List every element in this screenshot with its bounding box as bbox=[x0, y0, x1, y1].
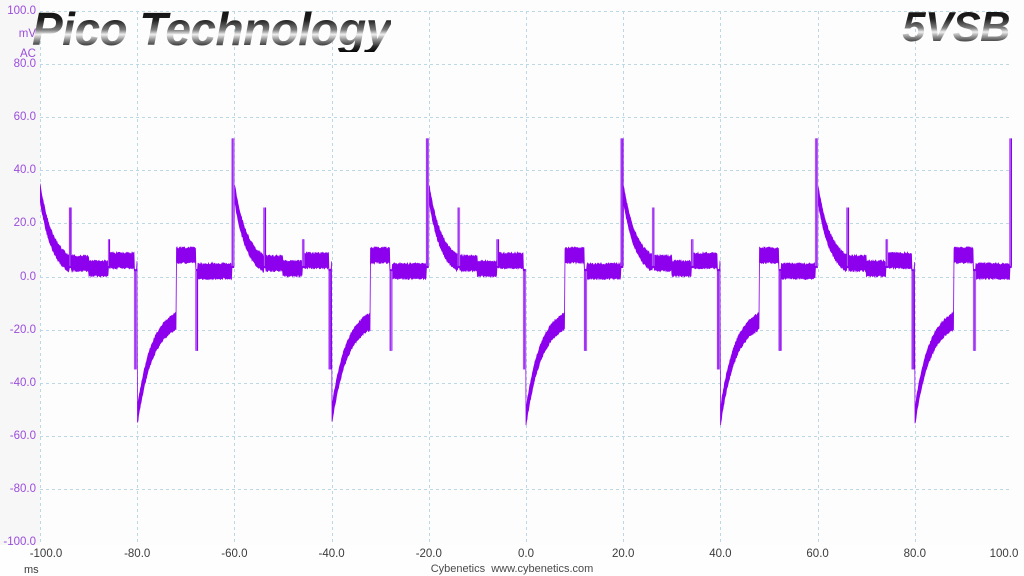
y-tick-3: 40.0 bbox=[13, 164, 36, 177]
y-tick-1: 80.0 bbox=[13, 58, 36, 71]
rail-label-5vsb: 5VSB bbox=[902, 3, 1010, 50]
y-tick-2: 60.0 bbox=[13, 111, 36, 124]
x-tick-1: -80.0 bbox=[124, 548, 151, 560]
x-tick-5: 0.0 bbox=[518, 548, 534, 560]
x-tick-2: -60.0 bbox=[221, 548, 248, 560]
x-tick-7: 40.0 bbox=[709, 548, 732, 560]
y-axis-coupling-label: AC bbox=[20, 48, 36, 60]
y-tick-9: -80.0 bbox=[9, 482, 36, 495]
ripple-envelope bbox=[40, 183, 1012, 426]
waveform-canvas bbox=[40, 11, 1012, 542]
pico-technology-logo-text: Pico Technology bbox=[32, 3, 391, 55]
y-tick-5: 0.0 bbox=[20, 270, 36, 283]
cybenetics-watermark: Cybenetics www.cybenetics.com bbox=[430, 563, 594, 575]
y-tick-7: -40.0 bbox=[9, 376, 36, 389]
y-tick-6: -20.0 bbox=[9, 323, 36, 336]
y-axis-gutter bbox=[0, 0, 40, 545]
x-tick-3: -40.0 bbox=[318, 548, 345, 560]
y-tick-4: 20.0 bbox=[13, 217, 36, 230]
x-axis-unit-label: ms bbox=[24, 564, 39, 576]
y-tick-8: -60.0 bbox=[9, 429, 36, 442]
x-tick-10: 100.0 bbox=[989, 548, 1019, 560]
y-tick-0: 100.0 bbox=[7, 5, 36, 17]
x-tick-8: 60.0 bbox=[806, 548, 829, 560]
waveform-plot-area[interactable] bbox=[40, 11, 1012, 542]
x-axis-gutter bbox=[0, 545, 1024, 576]
x-tick-9: 80.0 bbox=[903, 548, 926, 560]
x-tick-0: -100.0 bbox=[29, 548, 63, 560]
x-tick-6: 20.0 bbox=[611, 548, 635, 560]
y-tick-10: -100.0 bbox=[3, 536, 36, 548]
waveform-trace bbox=[40, 138, 1012, 426]
x-tick-4: -20.0 bbox=[415, 548, 442, 560]
y-axis-unit-label: mV bbox=[18, 28, 36, 40]
